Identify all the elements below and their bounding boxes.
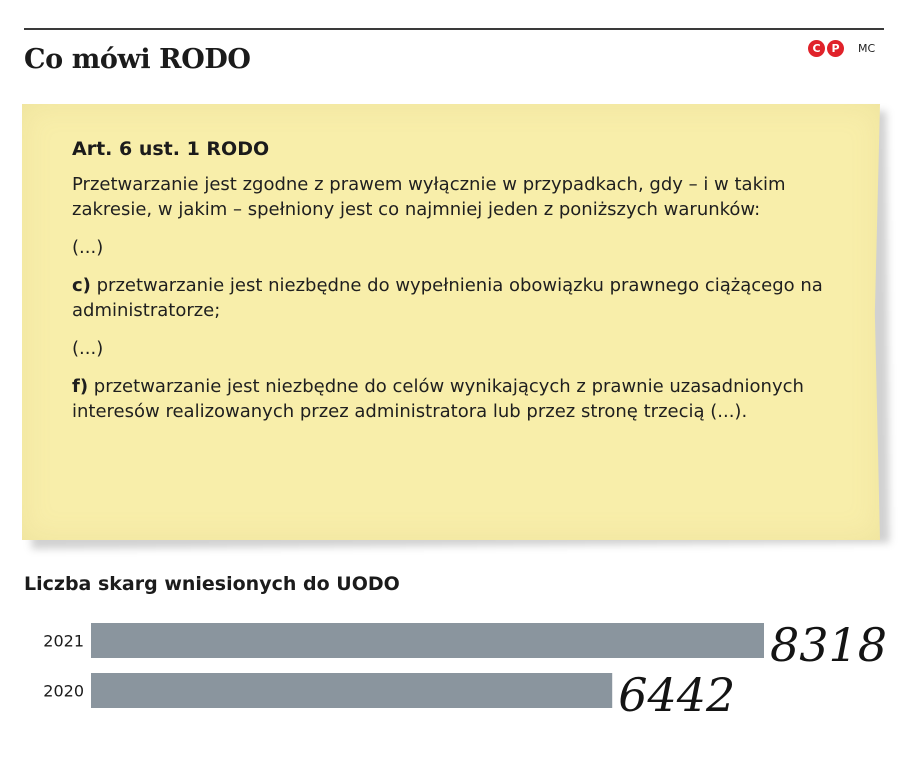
point-c-text: przetwarzanie jest niezbędne do wypełnie… — [72, 275, 823, 321]
bar-2020 — [91, 673, 613, 708]
point-f-text: przetwarzanie jest niezbędne do celów wy… — [72, 376, 804, 422]
bar-2021 — [91, 623, 764, 658]
value-label-2021: 8318 — [770, 618, 887, 672]
ellipsis-2: (...) — [72, 338, 104, 359]
top-rule — [24, 28, 884, 30]
article-heading: Art. 6 ust. 1 RODO — [72, 138, 270, 160]
sticky-note: Art. 6 ust. 1 RODO Przetwarzanie jest zg… — [22, 104, 880, 540]
value-label-2020: 6442 — [618, 668, 735, 722]
point-c-label: c) — [72, 275, 91, 296]
author-initials: MC — [858, 42, 876, 55]
brand-logo: C P MC — [808, 40, 875, 57]
note-content: Art. 6 ust. 1 RODO Przetwarzanie jest zg… — [72, 138, 842, 437]
ellipsis-1: (...) — [72, 237, 104, 258]
point-f: f) przetwarzanie jest niezbędne do celów… — [72, 374, 842, 424]
category-label-2020: 2020 — [43, 682, 84, 701]
article-intro: Przetwarzanie jest zgodne z prawem wyłąc… — [72, 174, 786, 220]
category-label-2021: 2021 — [43, 632, 84, 651]
brand-logo-c: C — [808, 40, 825, 57]
brand-logo-p: P — [827, 40, 844, 57]
point-f-label: f) — [72, 376, 89, 397]
chart-title: Liczba skarg wniesionych do UODO — [24, 573, 400, 595]
point-c: c) przetwarzanie jest niezbędne do wypeł… — [72, 273, 842, 323]
page-title: Co mówi RODO — [24, 44, 251, 75]
